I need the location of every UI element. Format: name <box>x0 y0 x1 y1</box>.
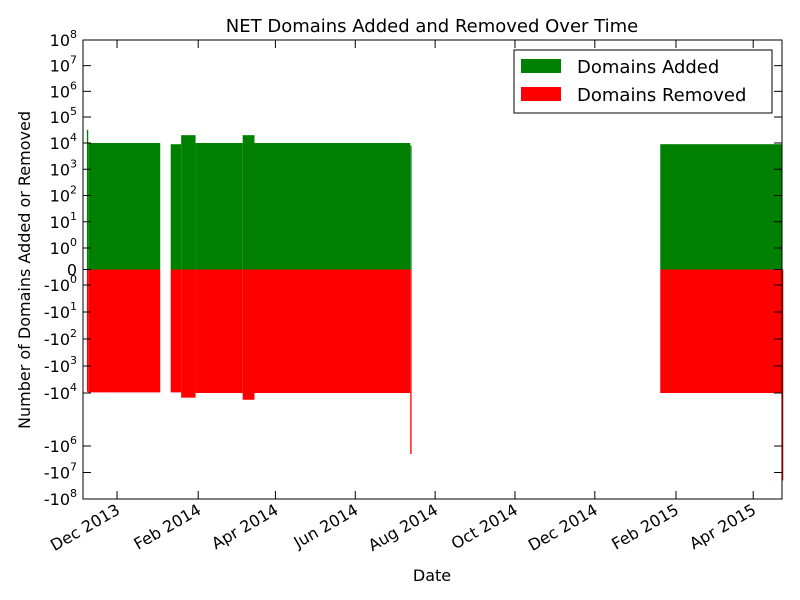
bar-removed <box>170 269 182 393</box>
y-tick-label: -102 <box>44 327 77 349</box>
y-tick-label: 102 <box>50 184 77 206</box>
bar-added <box>88 143 161 270</box>
x-tick-label: Feb 2015 <box>608 500 682 554</box>
x-tick-label: Feb 2014 <box>130 500 204 554</box>
y-tick-label: -108 <box>44 487 77 509</box>
y-tick-label: -106 <box>44 434 77 456</box>
bar-removed <box>254 269 411 393</box>
bar-removed <box>410 269 412 454</box>
y-tick-label: 101 <box>50 210 77 232</box>
legend-swatch-added <box>521 59 561 73</box>
y-tick-label: -101 <box>44 300 77 322</box>
y-tick-label: 107 <box>50 54 77 76</box>
x-tick-label: Jun 2014 <box>290 500 362 552</box>
x-axis-label: Date <box>413 566 451 585</box>
bar-added <box>195 143 243 270</box>
y-tick-label: 103 <box>50 157 77 179</box>
x-tick-label: Apr 2014 <box>208 500 281 553</box>
y-tick-label: 106 <box>50 79 77 101</box>
bar-removed <box>181 269 196 398</box>
bar-added <box>410 145 412 270</box>
legend-label-removed: Domains Removed <box>577 85 746 106</box>
x-tick-label: Oct 2014 <box>448 500 521 553</box>
bar-added <box>86 129 89 270</box>
bar-added <box>660 144 782 270</box>
y-tick-label: 104 <box>50 131 77 153</box>
y-tick-label: 100 <box>50 236 77 258</box>
bar-added <box>254 143 411 270</box>
y-tick-label: -103 <box>44 354 77 376</box>
bar-removed <box>242 269 255 400</box>
y-tick-label: 0 <box>67 261 77 280</box>
chart-title: NET Domains Added and Removed Over Time <box>226 16 638 37</box>
legend-label-added: Domains Added <box>577 57 719 78</box>
y-tick-label: -104 <box>44 381 77 403</box>
bar-removed <box>195 269 243 393</box>
y-tick-label: 105 <box>50 105 77 127</box>
y-axis: 108 107 106 105 104 103 102 101 100 0-100 -101 -102… <box>44 28 782 509</box>
bar-removed <box>86 269 89 392</box>
legend: Domains Added Domains Removed <box>513 49 773 114</box>
x-tick-label: Aug 2014 <box>365 500 441 555</box>
legend-swatch-removed <box>521 87 561 101</box>
bar-layer <box>86 129 784 481</box>
x-tick-label: Dec 2014 <box>525 500 601 555</box>
y-tick-label: 108 <box>50 28 77 50</box>
bar-added <box>181 135 196 270</box>
bar-added <box>242 135 255 270</box>
bar-removed <box>88 269 161 393</box>
y-tick-label: -107 <box>44 461 77 483</box>
x-tick-label: Apr 2015 <box>686 500 759 553</box>
bar-removed <box>660 269 782 393</box>
y-axis-label: Number of Domains Added or Removed <box>15 111 34 429</box>
y-tick-label: -100 <box>44 273 77 295</box>
bar-removed <box>782 269 784 481</box>
bar-added <box>170 144 182 270</box>
